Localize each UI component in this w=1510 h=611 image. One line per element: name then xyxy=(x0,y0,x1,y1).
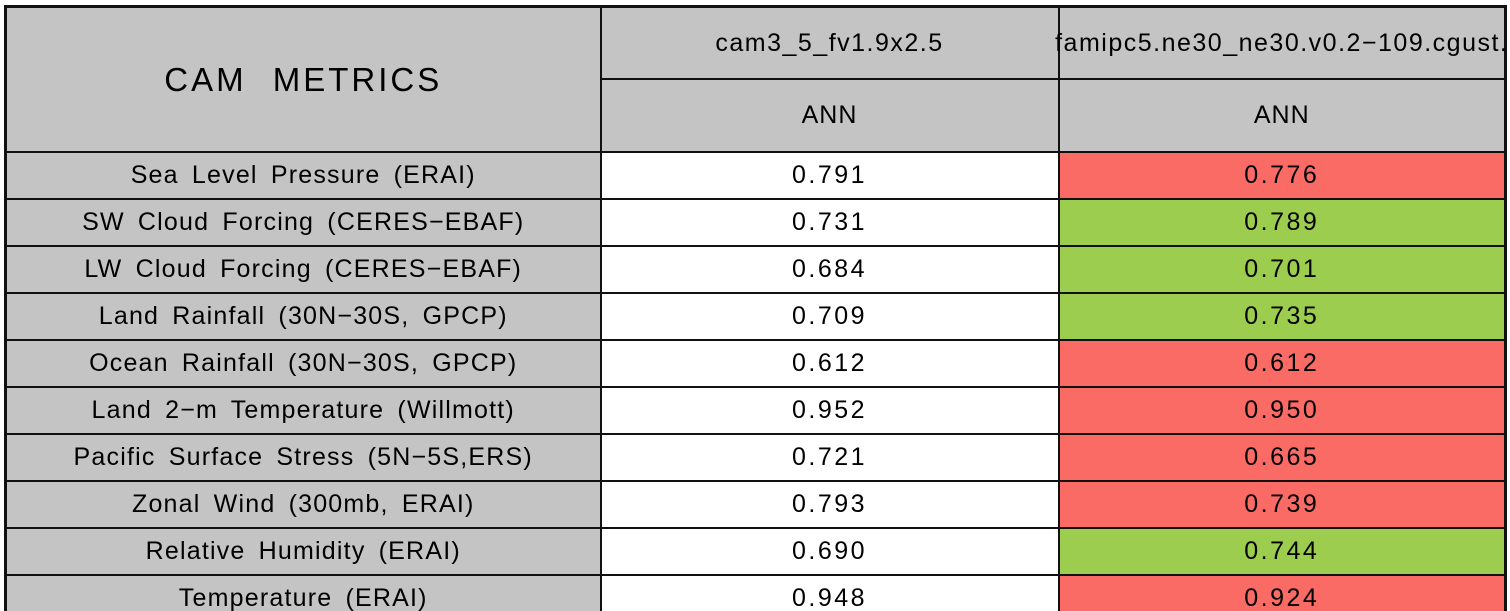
metric-value-model-1: 0.948 xyxy=(599,574,1060,611)
metric-value-model-2: 0.739 xyxy=(1057,480,1507,529)
table-row: Ocean Rainfall (30N−30S, GPCP) 0.612 0.612 xyxy=(4,339,1507,388)
metric-value-model-1: 0.731 xyxy=(599,198,1060,247)
metric-value-model-2: 0.744 xyxy=(1057,527,1507,576)
column-header-model-1: cam3_5_fv1.9x2.5 xyxy=(599,5,1060,80)
table-row: LW Cloud Forcing (CERES−EBAF) 0.684 0.701 xyxy=(4,245,1507,294)
metric-value-model-2: 0.924 xyxy=(1057,574,1507,611)
metric-value-model-2: 0.701 xyxy=(1057,245,1507,294)
model-2-label: famipc5.ne30_ne30.v0.2−109.cgust. xyxy=(1055,28,1509,57)
metric-value-model-2: 0.665 xyxy=(1057,433,1507,482)
metric-value-model-1: 0.612 xyxy=(599,339,1060,388)
metric-label: Temperature (ERAI) xyxy=(4,574,602,611)
metric-value-model-1: 0.952 xyxy=(599,386,1060,435)
table-row: Land 2−m Temperature (Willmott) 0.952 0.95… xyxy=(4,386,1507,435)
table-row: Land Rainfall (30N−30S, GPCP) 0.709 0.735 xyxy=(4,292,1507,341)
metric-label: Land Rainfall (30N−30S, GPCP) xyxy=(4,292,602,341)
season-header-row: ANN ANN xyxy=(6,78,1507,153)
metric-label: Ocean Rainfall (30N−30S, GPCP) xyxy=(4,339,602,388)
table-row: Zonal Wind (300mb, ERAI) 0.793 0.739 xyxy=(4,480,1507,529)
metric-value-model-2: 0.950 xyxy=(1057,386,1507,435)
table-row: Sea Level Pressure (ERAI) 0.791 0.776 xyxy=(4,151,1507,200)
metric-value-model-1: 0.791 xyxy=(599,151,1060,200)
cam-metrics-table: CAM METRICS cam3_5_fv1.9x2.5 famipc5.ne3… xyxy=(4,5,1507,611)
table-row: Pacific Surface Stress (5N−5S,ERS) 0.721 0… xyxy=(4,433,1507,482)
column-header-season-1: ANN xyxy=(599,78,1060,153)
metric-label: Land 2−m Temperature (Willmott) xyxy=(4,386,602,435)
model-header-row: CAM METRICS cam3_5_fv1.9x2.5 famipc5.ne3… xyxy=(4,5,1509,153)
metric-value-model-1: 0.793 xyxy=(599,480,1060,529)
column-header-model-2: famipc5.ne30_ne30.v0.2−109.cgust. xyxy=(1055,5,1509,80)
column-header-season-2: ANN xyxy=(1057,78,1507,153)
metric-value-model-1: 0.690 xyxy=(599,527,1060,576)
metric-label: Sea Level Pressure (ERAI) xyxy=(4,151,602,200)
table-row: Relative Humidity (ERAI) 0.690 0.744 xyxy=(4,527,1507,576)
table-title: CAM METRICS xyxy=(4,5,602,153)
metric-value-model-2: 0.612 xyxy=(1057,339,1507,388)
metric-value-model-1: 0.709 xyxy=(599,292,1060,341)
metric-value-model-2: 0.789 xyxy=(1057,198,1507,247)
metric-value-model-2: 0.735 xyxy=(1057,292,1507,341)
metrics-rows: Sea Level Pressure (ERAI) 0.791 0.776 SW Cl… xyxy=(4,151,1507,611)
table-row: Temperature (ERAI) 0.948 0.924 xyxy=(4,574,1507,611)
metric-label: Zonal Wind (300mb, ERAI) xyxy=(4,480,602,529)
metric-value-model-2: 0.776 xyxy=(1057,151,1507,200)
model-1-label: cam3_5_fv1.9x2.5 xyxy=(715,28,944,57)
metric-label: SW Cloud Forcing (CERES−EBAF) xyxy=(4,198,602,247)
metric-label: LW Cloud Forcing (CERES−EBAF) xyxy=(4,245,602,294)
metric-label: Relative Humidity (ERAI) xyxy=(4,527,602,576)
metric-value-model-1: 0.721 xyxy=(599,433,1060,482)
metric-value-model-1: 0.684 xyxy=(599,245,1060,294)
table-row: SW Cloud Forcing (CERES−EBAF) 0.731 0.789 xyxy=(4,198,1507,247)
metric-label: Pacific Surface Stress (5N−5S,ERS) xyxy=(4,433,602,482)
